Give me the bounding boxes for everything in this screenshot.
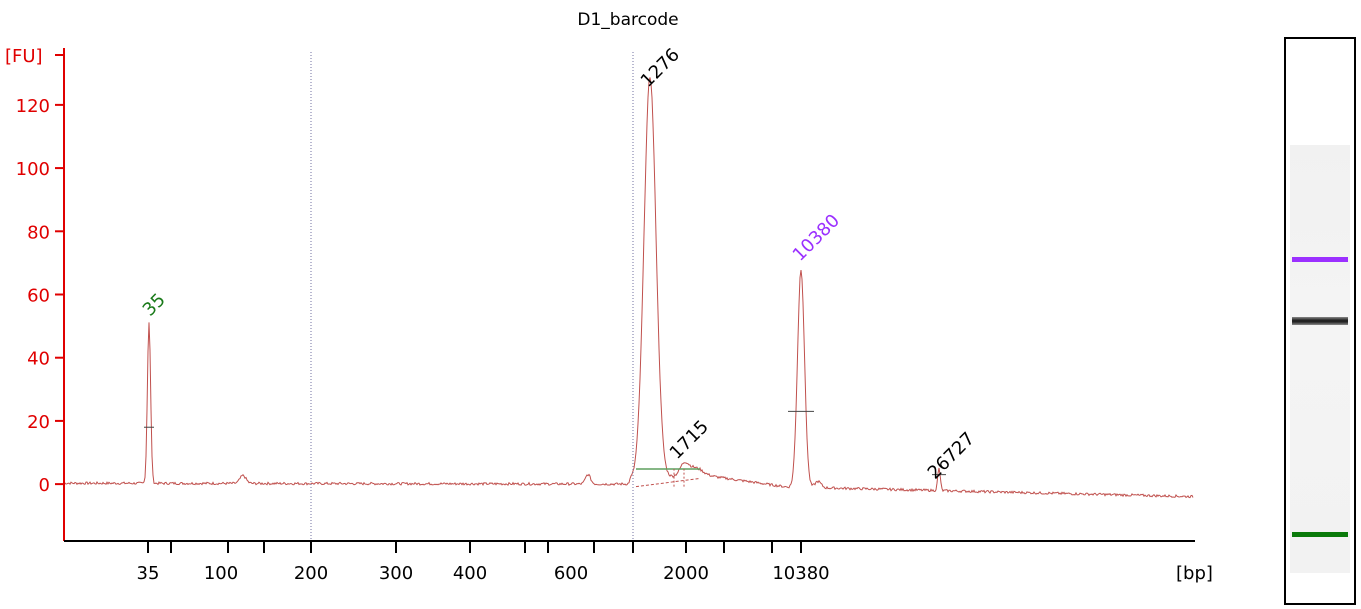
trace-layer (63, 77, 1194, 499)
lower-marker-band (1292, 532, 1348, 537)
y-tick-label: 20 (27, 412, 50, 433)
trace-line (63, 77, 1194, 499)
peak-label: 10380 (789, 210, 844, 265)
axis-ticks (55, 54, 802, 553)
x-tick-label: 35 (137, 563, 160, 584)
y-tick-label: 0 (39, 475, 50, 496)
y-tick-label: 60 (27, 286, 50, 307)
peak-label: 1715 (666, 416, 713, 463)
x-tick-label: 600 (554, 563, 588, 584)
x-tick-label: 10380 (772, 563, 829, 584)
gel-image (1284, 37, 1356, 605)
x-tick-label: 300 (379, 563, 413, 584)
y-tick-label: 120 (16, 96, 50, 117)
x-tick-label: 200 (294, 563, 328, 584)
y-tick-label: 80 (27, 222, 50, 243)
peak-label: 35 (139, 289, 170, 320)
x-tick-label: 100 (204, 563, 238, 584)
peak-label: 26727 (924, 428, 979, 483)
tick-labels: 0 20 40 60 80 100 120 35 100 200 300 400 600 2000 1038… (16, 96, 830, 584)
x-tick-label: 2000 (663, 563, 709, 584)
x-tick-label: 400 (453, 563, 487, 584)
gel-lane (1290, 145, 1350, 573)
peak-labels: 35 1276 1715 10380 26727 (139, 44, 979, 483)
upper-marker-band (1292, 257, 1348, 262)
chart-title: D1_barcode (577, 10, 678, 30)
y-axis-label: [FU] (5, 46, 43, 67)
baseline-dash (635, 477, 701, 488)
peak-label: 1276 (637, 44, 684, 91)
sample-band (1292, 317, 1348, 325)
y-tick-label: 40 (27, 349, 50, 370)
x-axis-label: [bp] (1176, 563, 1213, 584)
y-tick-label: 100 (16, 159, 50, 180)
electropherogram-plot: D1_barcode 0 20 40 60 80 100 120 35 100 200 300 400… (5, 10, 1213, 584)
